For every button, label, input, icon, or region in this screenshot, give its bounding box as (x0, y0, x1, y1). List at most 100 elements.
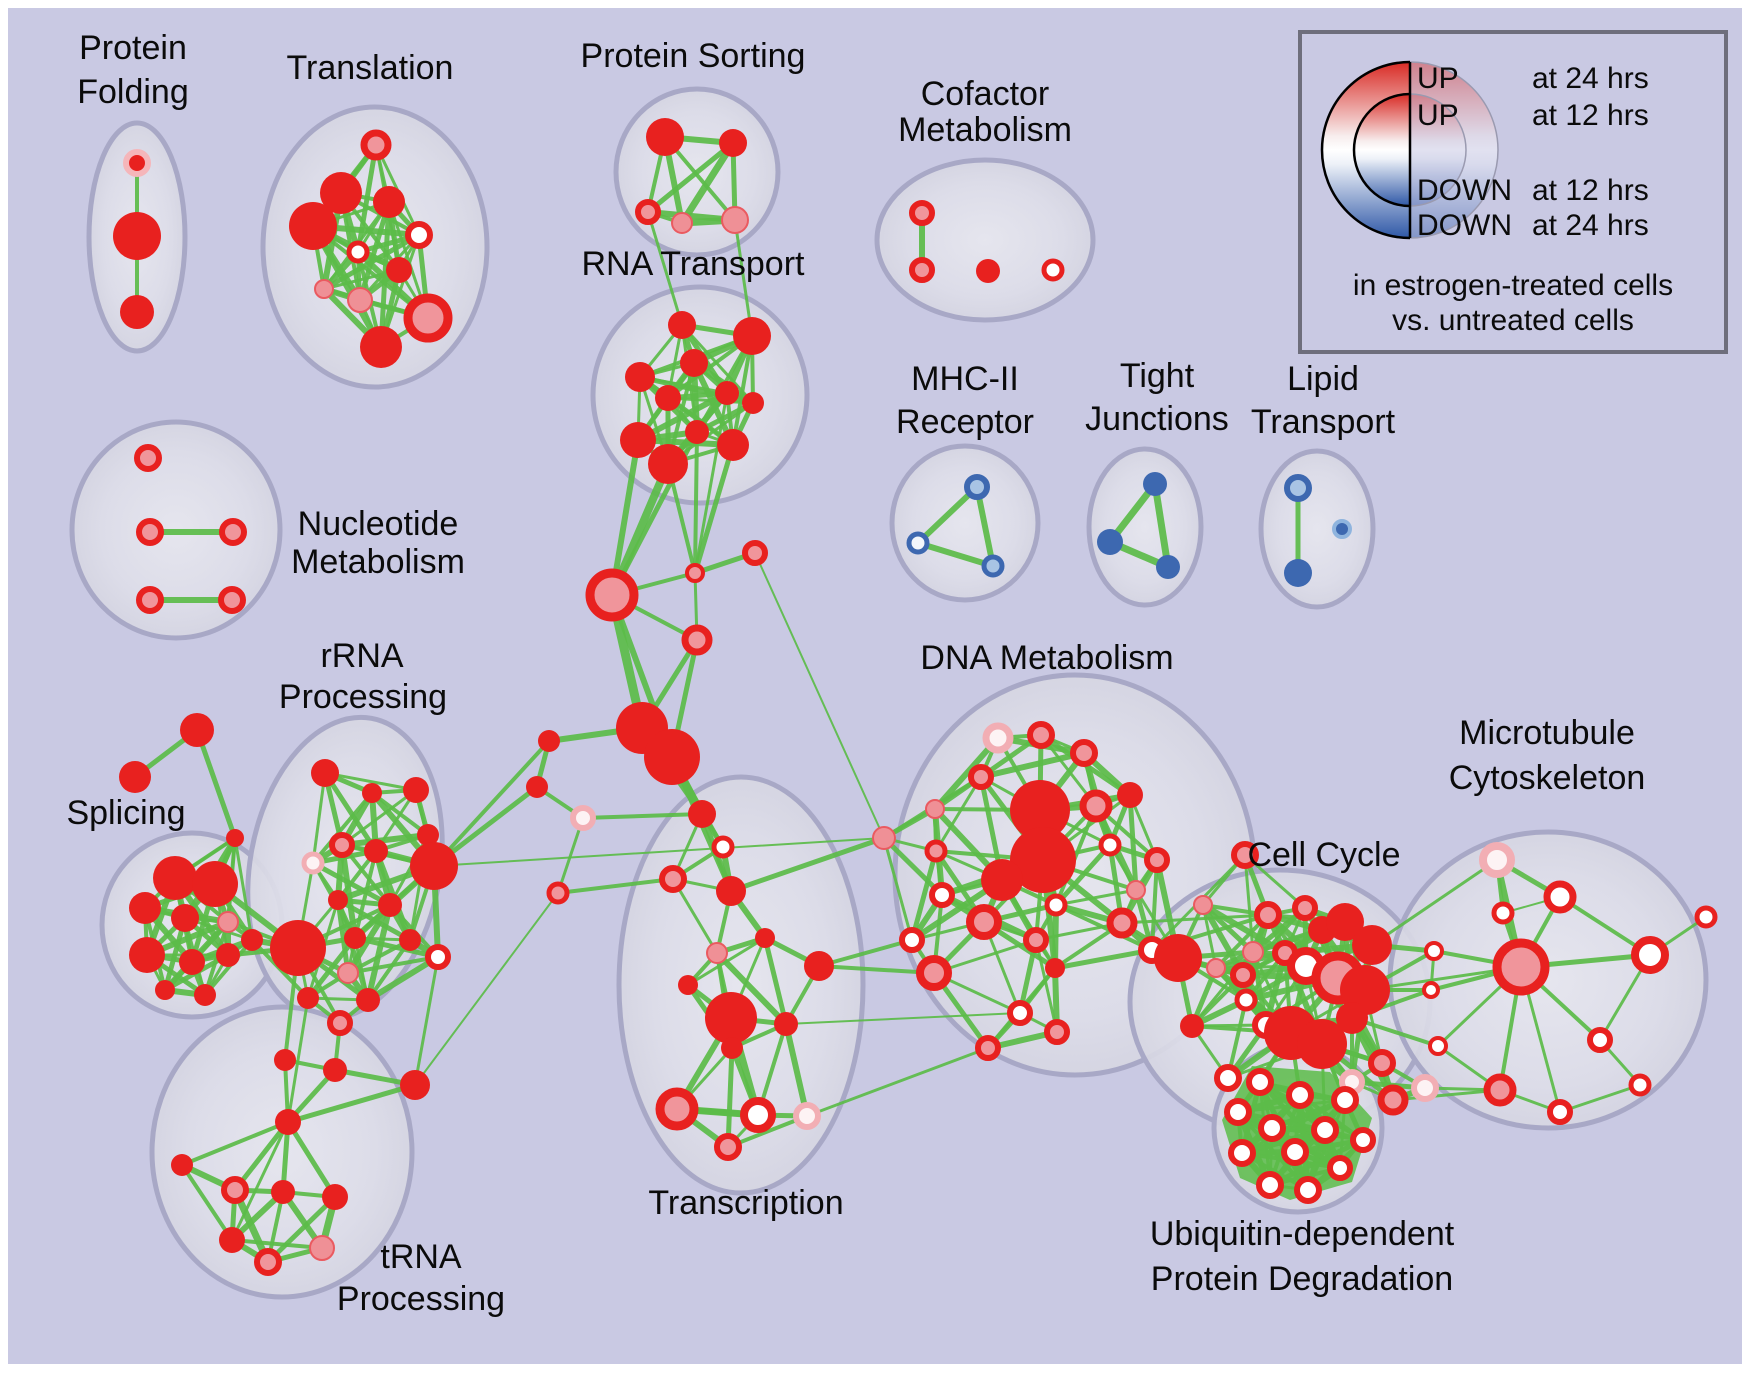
gene-node-rt3 (625, 362, 655, 392)
gene-node-d7 (1117, 782, 1143, 808)
gene-node-nm5 (218, 586, 246, 614)
edge (1053, 842, 1113, 908)
gene-node-tr3 (322, 1184, 348, 1210)
edge (346, 938, 412, 975)
gene-node-g3 (1156, 555, 1180, 579)
gene-node-l2 (1284, 559, 1312, 587)
legend-time-2: at 12 hrs (1532, 174, 1649, 207)
edge (733, 218, 754, 338)
edge (433, 837, 885, 867)
gene-node-u5 (1258, 1114, 1286, 1142)
gene-node-sp_s1 (685, 563, 705, 583)
gene-node-f1 (123, 149, 151, 177)
gene-node-tx15 (714, 1133, 742, 1161)
gene-node-sp_a3 (570, 805, 596, 831)
edge (1150, 858, 1159, 952)
edge (311, 771, 327, 865)
gene-node-cs3 (1377, 1084, 1409, 1116)
gene-node-tx7 (678, 975, 698, 995)
legend-direction-0: UP (1417, 62, 1459, 95)
edge (340, 788, 418, 847)
cluster-label-trna-processing-0: tRNA (380, 1238, 462, 1276)
gene-node-g2 (1097, 529, 1123, 555)
cluster-label-microtubule-cytoskeleton-0: Microtubule (1459, 714, 1635, 752)
gene-node-tl6 (346, 240, 370, 264)
gene-node-tr4 (219, 1227, 245, 1253)
gene-node-g1 (1143, 472, 1167, 496)
gene-node-d18 (1023, 927, 1049, 953)
edge (725, 1045, 735, 1150)
edge (339, 832, 431, 848)
gene-node-rr8 (328, 890, 348, 910)
gene-node-m10 (1631, 936, 1669, 974)
cluster-ellipse-tight-junctions (1086, 446, 1204, 608)
edge (346, 955, 440, 975)
gene-node-m2 (1543, 880, 1577, 914)
edge (311, 791, 374, 865)
gene-node-rq2 (274, 1049, 296, 1071)
edge (934, 775, 983, 853)
edge (1054, 804, 1098, 907)
gene-node-tl8 (314, 279, 334, 299)
gene-node-d16 (966, 904, 1002, 940)
gene-node-rr4 (329, 832, 355, 858)
edge (285, 1119, 338, 1200)
gene-node-rr15 (356, 988, 380, 1012)
cluster-label-transcription-0: Transcription (648, 1184, 843, 1222)
gene-node-rr6 (364, 839, 388, 863)
edge (1054, 888, 1138, 907)
cluster-label-lipid-transport-0: Lipid (1287, 360, 1359, 398)
gene-node-m5 (1492, 938, 1550, 996)
gene-node-ps2 (719, 129, 747, 157)
cluster-ellipse-mhc-ii-receptor (889, 443, 1041, 603)
gene-node-tx14 (793, 1102, 821, 1130)
gene-node-c0 (1231, 841, 1259, 869)
gene-node-rq5 (275, 1109, 301, 1135)
gene-node-sp_h2 (644, 729, 700, 785)
cluster-label-protein-folding-0: Protein (79, 29, 187, 67)
gene-node-rt2 (733, 317, 771, 355)
edge (882, 836, 914, 942)
edge (783, 1021, 810, 1119)
cluster-label-tight-junctions-1: Junctions (1085, 400, 1229, 438)
gene-node-rt11 (717, 429, 749, 461)
gene-node-sl5 (217, 911, 239, 933)
gene-node-d17 (1044, 893, 1068, 917)
gene-node-m7 (1428, 1036, 1448, 1056)
gene-node-tl11 (360, 326, 402, 368)
gene-node-sl_t2 (119, 761, 151, 793)
gene-node-c17 (1297, 1019, 1347, 1069)
cluster-label-ubiquitin-degradation-1: Protein Degradation (1151, 1260, 1453, 1298)
gene-node-m12 (1547, 1099, 1573, 1125)
gene-node-tr2 (271, 1180, 295, 1204)
edge (353, 849, 378, 940)
gene-node-d2 (1027, 721, 1055, 749)
legend-direction-1: UP (1417, 99, 1459, 132)
edge (230, 1238, 324, 1250)
gene-node-P1 (872, 826, 896, 850)
gene-node-d3 (1070, 739, 1098, 767)
gene-node-tr5 (254, 1248, 282, 1276)
gene-node-rr5 (301, 851, 325, 875)
gene-node-rt1 (668, 311, 696, 339)
gene-node-c18 (1336, 1002, 1368, 1034)
gene-node-tx9 (705, 992, 757, 1044)
edge (432, 739, 551, 868)
gene-node-e4 (1106, 907, 1138, 939)
edge (974, 484, 996, 569)
edge (365, 902, 393, 1003)
gene-node-f3 (120, 295, 154, 329)
gene-node-sl7 (179, 949, 205, 975)
edge (915, 540, 996, 569)
gene-node-sp_s2 (742, 540, 768, 566)
gene-node-u12 (1294, 1176, 1322, 1204)
gene-node-sl_t3 (226, 829, 244, 847)
cluster-label-mhc-ii-receptor-0: MHC-II (911, 360, 1019, 398)
gene-node-d13 (1144, 847, 1170, 873)
gene-node-rr14 (297, 987, 319, 1009)
gene-node-m3 (1491, 901, 1515, 925)
edge (556, 816, 585, 895)
gene-node-e11 (916, 955, 952, 991)
